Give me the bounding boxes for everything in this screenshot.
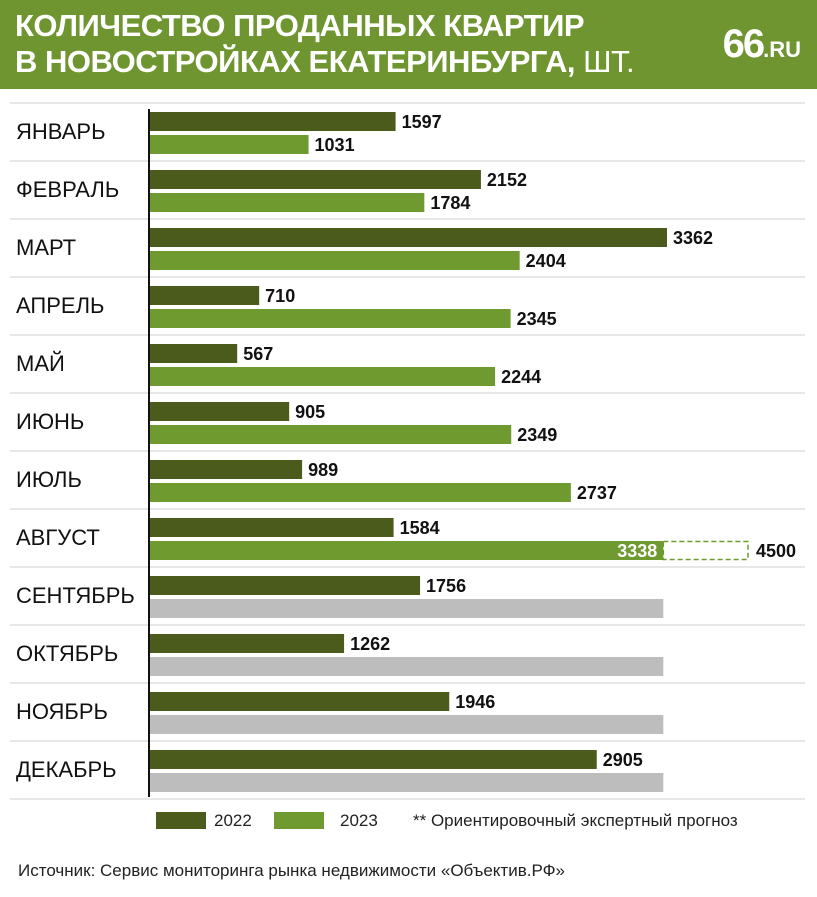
bar-2023-month-7 [150, 483, 571, 502]
bar-2022-month-3 [150, 228, 667, 247]
value-label-2022-month-2: 2152 [487, 170, 527, 190]
bar-2022-month-5 [150, 344, 238, 363]
value-label-2022-month-7: 989 [308, 460, 338, 480]
value-label-2023-month-6: 2349 [517, 425, 557, 445]
bar-2022-month-1 [150, 112, 396, 131]
value-label-2022-month-8: 1584 [400, 518, 440, 538]
header-banner: КОЛИЧЕСТВО ПРОДАННЫХ КВАРТИР В НОВОСТРОЙ… [0, 0, 817, 89]
value-label-2023-month-7: 2737 [577, 483, 617, 503]
value-label-2023-month-2: 1784 [430, 193, 470, 213]
category-label-month-4: АПРЕЛЬ [16, 293, 104, 318]
category-label-month-6: ИЮНЬ [16, 409, 84, 434]
bar-2022-month-11 [150, 692, 450, 711]
legend-label-2022: 2022 [214, 811, 252, 830]
value-label-2023-month-3: 2404 [526, 251, 566, 271]
category-label-month-5: МАЙ [16, 351, 65, 376]
bar-2022-month-8 [150, 518, 394, 537]
value-label-2022-month-3: 3362 [673, 228, 713, 248]
value-label-2022-month-5: 567 [243, 344, 273, 364]
category-label-month-9: СЕНТЯБРЬ [16, 583, 135, 608]
value-label-2022-month-12: 2905 [603, 750, 643, 770]
value-label-2022-month-1: 1597 [402, 112, 442, 132]
empty-bar-2023-month-9 [150, 599, 664, 618]
title-line-1: КОЛИЧЕСТВО ПРОДАННЫХ КВАРТИР [15, 8, 585, 43]
legend-swatch-2022 [156, 812, 206, 829]
category-label-month-10: ОКТЯБРЬ [16, 641, 118, 666]
value-label-2023-month-5: 2244 [501, 367, 541, 387]
title-unit: ШТ. [575, 44, 635, 79]
bar-2022-month-4 [150, 286, 260, 305]
value-label-2022-month-10: 1262 [350, 634, 390, 654]
empty-bar-2023-month-12 [150, 773, 664, 792]
value-label-2023-month-1: 1031 [315, 135, 355, 155]
bar-2022-month-2 [150, 170, 481, 189]
forecast-note-text: ** Ориентировочный экспертный прогноз [413, 811, 738, 830]
forecast-bar-2023-month-8 [662, 540, 749, 561]
bar-2023-month-5 [150, 367, 496, 386]
legend-label-2023: 2023 [340, 811, 378, 830]
source-note: Источник: Сервис мониторинга рынка недви… [18, 861, 565, 880]
forecast-value-label-month-8: 4500 [756, 541, 796, 561]
bar-2023-month-1 [150, 135, 309, 154]
title-line-2: В НОВОСТРОЙКАХ ЕКАТЕРИНБУРГА, ШТ. [15, 44, 695, 80]
category-label-month-1: ЯНВАРЬ [16, 119, 106, 144]
title-line-2-text: В НОВОСТРОЙКАХ ЕКАТЕРИНБУРГА, [15, 44, 576, 79]
category-label-month-3: МАРТ [16, 235, 76, 260]
category-label-month-7: ИЮЛЬ [16, 467, 82, 492]
value-label-2022-month-9: 1756 [426, 576, 466, 596]
bar-2022-month-10 [150, 634, 345, 653]
value-label-2023-month-4: 2345 [517, 309, 557, 329]
bar-2023-month-2 [150, 193, 425, 212]
value-label-2022-month-6: 905 [295, 402, 325, 422]
bar-2022-month-6 [150, 402, 290, 421]
legend-swatch-2023 [274, 812, 324, 829]
logo-number: 66 [722, 22, 765, 66]
chart-title: КОЛИЧЕСТВО ПРОДАННЫХ КВАРТИР В НОВОСТРОЙ… [15, 8, 695, 80]
bar-2022-month-12 [150, 750, 597, 769]
category-label-month-8: АВГУСТ [16, 525, 100, 550]
category-label-month-12: ДЕКАБРЬ [16, 757, 117, 782]
value-label-2023-month-8: 3338 [617, 541, 657, 561]
category-label-month-2: ФЕВРАЛЬ [16, 177, 119, 202]
empty-bar-2023-month-10 [150, 657, 664, 676]
bar-2023-month-3 [150, 251, 520, 270]
logo-domain: .RU [763, 37, 801, 62]
bar-2022-month-7 [150, 460, 303, 479]
category-label-month-11: НОЯБРЬ [16, 699, 108, 724]
bar-2023-month-6 [150, 425, 512, 444]
bar-2023-month-8 [150, 541, 664, 560]
value-label-2022-month-4: 710 [265, 286, 295, 306]
empty-bar-2023-month-11 [150, 715, 664, 734]
bar-2022-month-9 [150, 576, 421, 595]
value-label-2022-month-11: 1946 [455, 692, 495, 712]
bar-2023-month-4 [150, 309, 511, 328]
brand-logo: 66.RU [723, 22, 801, 72]
